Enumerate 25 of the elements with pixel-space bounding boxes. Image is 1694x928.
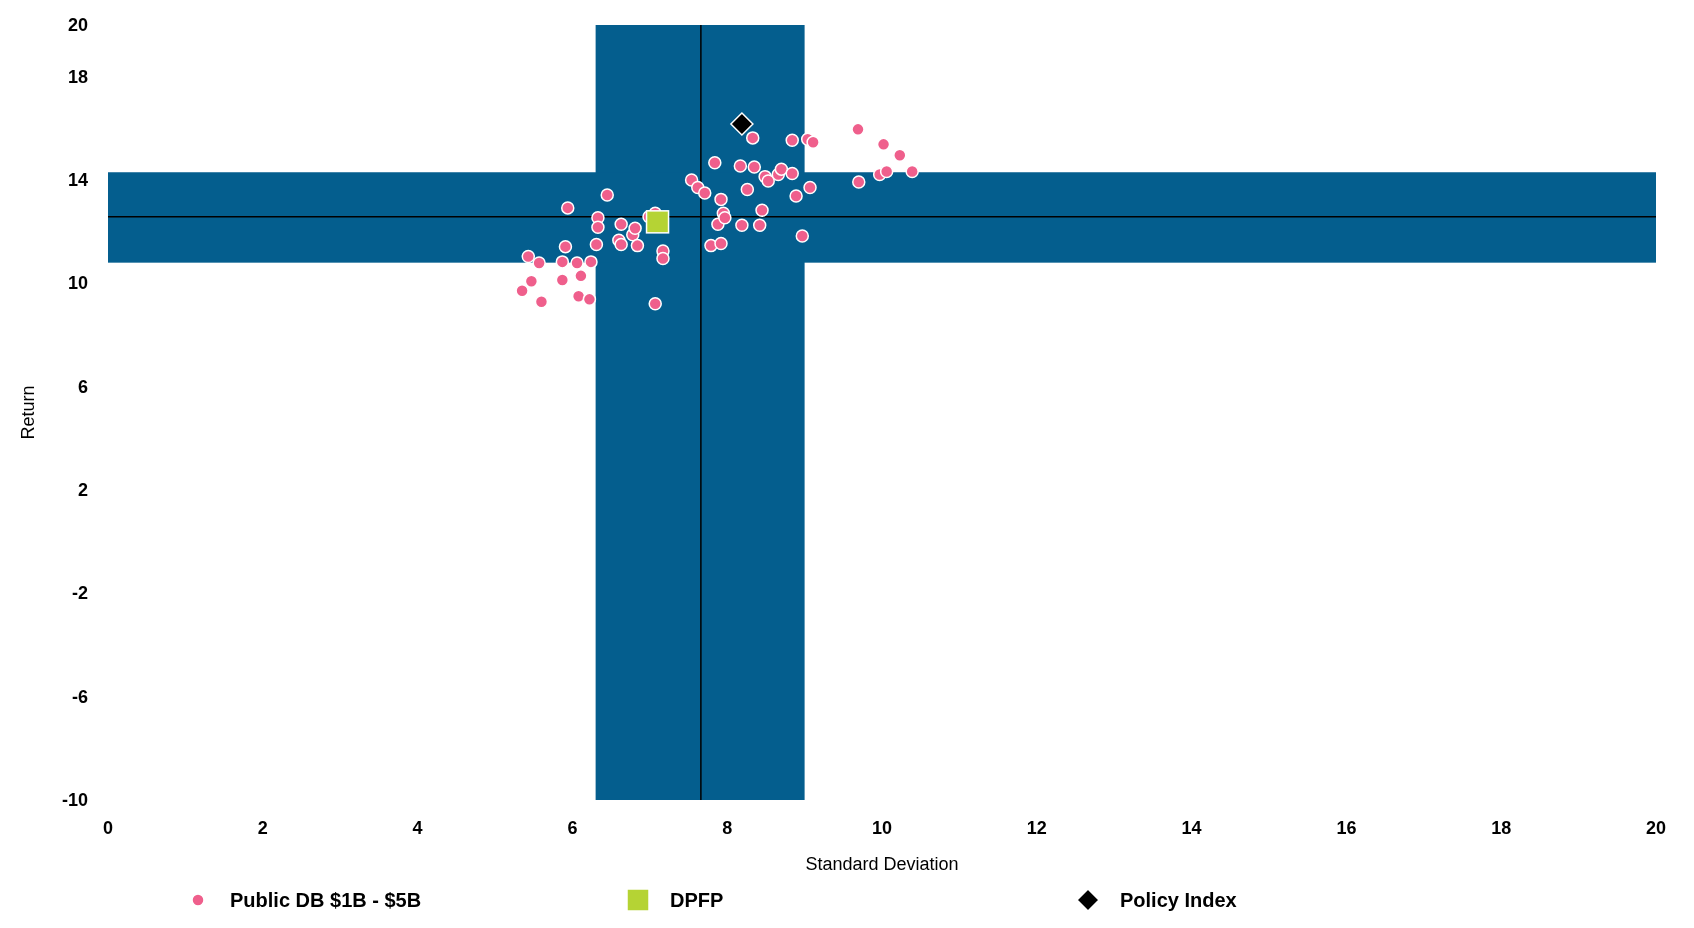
y-tick-label: 6 bbox=[77, 376, 88, 397]
legend-label: DPFP bbox=[670, 889, 724, 911]
y-tick-label: 10 bbox=[67, 273, 88, 294]
y-tick-label: 2 bbox=[77, 480, 88, 500]
y-tick-label: -6 bbox=[71, 686, 88, 707]
x-tick-label: 6 bbox=[567, 818, 578, 838]
x-tick-label: 12 bbox=[1026, 818, 1047, 838]
x-tick-label: 20 bbox=[1645, 818, 1667, 838]
x-tick-label: 8 bbox=[722, 818, 733, 838]
legend-label: Public DB $1B - $5B bbox=[230, 889, 422, 911]
y-tick-label: 18 bbox=[67, 66, 88, 87]
x-tick-label: 16 bbox=[1336, 818, 1357, 838]
y-tick-label: 20 bbox=[67, 15, 88, 35]
x-tick-label: 0 bbox=[102, 818, 114, 838]
x-tick-label: 2 bbox=[257, 818, 268, 838]
y-axis-title: Return bbox=[18, 385, 38, 440]
y-tick-label: 14 bbox=[67, 170, 88, 190]
x-tick-label: 14 bbox=[1181, 818, 1202, 838]
legend-label: Policy Index bbox=[1120, 889, 1237, 911]
x-tick-label: 4 bbox=[412, 818, 423, 838]
y-tick-label: -2 bbox=[71, 583, 88, 604]
x-axis-title: Standard Deviation bbox=[805, 854, 959, 874]
x-tick-label: 18 bbox=[1491, 818, 1512, 838]
y-tick-label: -10 bbox=[61, 790, 88, 810]
x-tick-label: 10 bbox=[871, 818, 893, 838]
